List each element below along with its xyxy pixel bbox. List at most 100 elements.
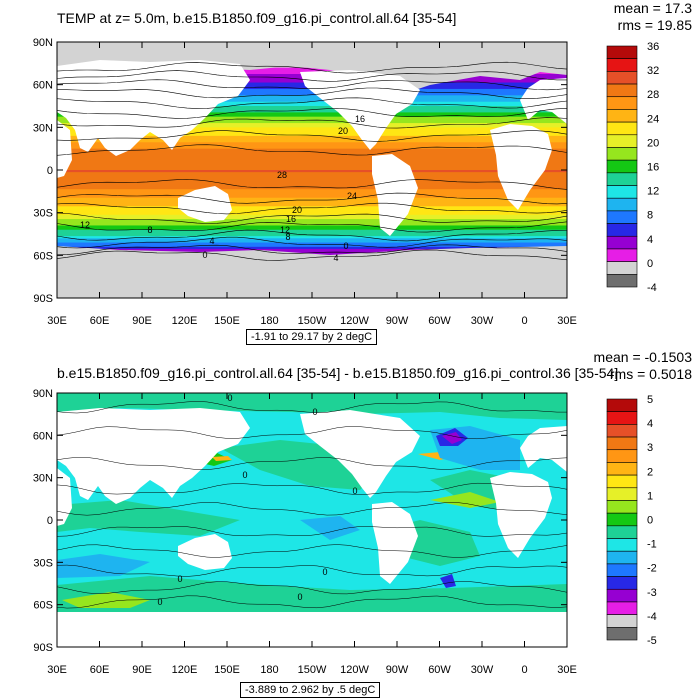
temperature-band xyxy=(57,127,567,131)
contour-label: 0 xyxy=(177,574,182,584)
colorbar-cell xyxy=(606,436,638,451)
panel2-positive-anomaly xyxy=(62,492,500,608)
contour-line xyxy=(57,426,567,440)
colorbar-tick-label: -3 xyxy=(647,587,657,599)
contour-line xyxy=(57,192,567,205)
temperature-band xyxy=(57,103,567,107)
lon-tick-label: 30W xyxy=(471,664,494,676)
temperature-band xyxy=(57,95,567,99)
lon-tick-label: 90E xyxy=(132,664,152,676)
colorbar-cell xyxy=(606,235,638,250)
temperature-band xyxy=(57,212,567,216)
temperature-band xyxy=(57,99,567,103)
temperature-band xyxy=(57,176,567,180)
temperature-band xyxy=(57,155,567,158)
temperature-band xyxy=(57,157,567,160)
temperature-band xyxy=(57,229,567,233)
temperature-band xyxy=(57,144,567,148)
colorbar-tick-label: 3 xyxy=(647,442,653,454)
temperature-band xyxy=(57,208,567,212)
temperature-band xyxy=(57,131,567,135)
contour-line xyxy=(57,221,567,233)
colorbar-cell xyxy=(606,261,638,275)
temperature-band xyxy=(57,180,567,184)
contour-label: 16 xyxy=(286,214,296,224)
temperature-band xyxy=(57,129,567,133)
colorbar-cell xyxy=(606,411,638,425)
colorbar-cell xyxy=(606,121,638,136)
temperature-band xyxy=(57,184,567,188)
contour-line xyxy=(57,581,567,595)
temperature-band xyxy=(57,238,567,241)
temperature-band xyxy=(57,161,567,165)
temperature-band xyxy=(57,123,567,126)
colorbar-cell xyxy=(606,134,638,148)
contour-line xyxy=(57,61,567,74)
colorbar-cell xyxy=(606,248,638,262)
temperature-band xyxy=(57,140,567,143)
temperature-band xyxy=(57,167,567,171)
contour-line xyxy=(57,482,567,495)
panel2-axis-ticks: 90N 60N 30N 0 30S 60S 90S 30E 60E 90E 120E 150E 180 1… xyxy=(33,388,577,676)
contour-line xyxy=(57,526,567,537)
contour-label: 0 xyxy=(297,592,302,602)
lon-tick-label: 30E xyxy=(47,664,67,676)
lat-tick-label: 90N xyxy=(33,37,53,49)
colorbar-tick-label: -5 xyxy=(647,635,657,647)
colorbar-cell xyxy=(606,398,638,412)
contour-label: 0 xyxy=(157,597,162,607)
colorbar-cell xyxy=(606,274,638,288)
panel2-contour-labels: 0 0 0 0 0 0 0 0 xyxy=(157,393,357,607)
temperature-band xyxy=(57,178,567,182)
lon-tick-label: 30E xyxy=(557,664,577,676)
colorbar-cell xyxy=(606,588,638,603)
temperature-band xyxy=(57,219,567,222)
lat-tick-label: 60N xyxy=(33,80,53,92)
lon-tick-label: 150W xyxy=(298,315,327,327)
contour-label: 8 xyxy=(147,225,152,235)
temperature-band xyxy=(57,187,567,190)
contour-line xyxy=(57,564,567,577)
temperature-band xyxy=(57,172,567,175)
contour-label: 28 xyxy=(277,170,287,180)
lon-tick-label: 60W xyxy=(428,315,451,327)
colorbar-tick-label: 4 xyxy=(647,234,653,246)
temperature-band xyxy=(57,165,567,169)
colorbar-cell xyxy=(606,223,638,237)
lat-tick-label: 30N xyxy=(33,473,53,485)
temperature-band xyxy=(57,191,567,195)
colorbar-cell xyxy=(606,601,638,615)
colorbar-tick-label: 4 xyxy=(647,418,653,430)
temperature-band xyxy=(57,114,567,118)
panel2-range-label: -3.889 to 2.962 by .5 degC xyxy=(240,682,381,698)
lon-tick-label: 30W xyxy=(471,315,494,327)
temperature-band xyxy=(57,135,567,139)
colorbar-tick-label: 5 xyxy=(647,394,653,406)
temperature-band xyxy=(57,182,567,186)
lon-tick-label: 180 xyxy=(260,664,278,676)
temperature-band xyxy=(57,163,567,167)
contour-label: 0 xyxy=(312,407,317,417)
contour-line xyxy=(57,117,567,129)
contour-label: 4 xyxy=(209,236,214,246)
colorbar-tick-label: 0 xyxy=(647,258,653,270)
temperature-band xyxy=(57,199,567,203)
colorbar-cell xyxy=(606,71,638,85)
contour-line xyxy=(57,595,567,609)
lon-tick-label: 60W xyxy=(428,664,451,676)
lat-tick-label: 30N xyxy=(33,122,53,134)
colorbar-tick-label: 0 xyxy=(647,515,653,527)
colorbar-cell xyxy=(606,45,638,59)
contour-line xyxy=(57,249,567,261)
contour-label: 12 xyxy=(280,225,290,235)
lat-tick-label: 90N xyxy=(33,388,53,400)
panel2-contours xyxy=(57,401,567,609)
temperature-band xyxy=(57,106,567,109)
panel1-range-label: -1.91 to 29.17 by 2 degC xyxy=(246,329,378,345)
lon-tick-label: 90E xyxy=(132,315,152,327)
contour-line xyxy=(57,202,567,215)
temperature-band xyxy=(57,225,567,229)
colorbar-tick-label: 32 xyxy=(647,65,659,77)
